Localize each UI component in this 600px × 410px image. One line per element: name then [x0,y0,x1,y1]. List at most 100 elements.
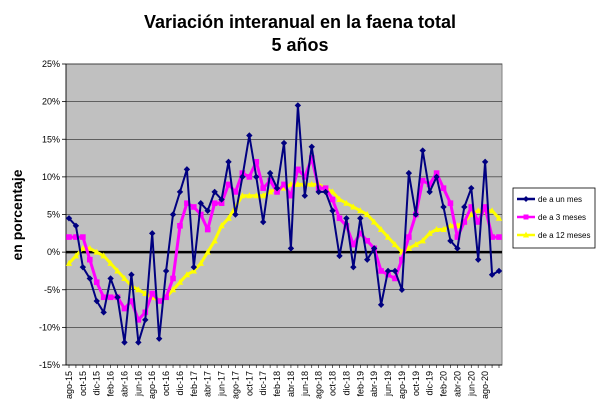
data-point [225,214,232,221]
data-point [370,218,378,225]
data-point [391,241,399,248]
x-tick-label: ago-18 [314,371,324,399]
data-point [149,290,156,297]
data-point [489,234,495,240]
data-point [79,244,87,251]
data-point [329,207,336,214]
data-point [294,102,302,109]
y-tick-label: -10% [39,322,60,332]
data-point [468,204,475,210]
x-tick-label: abr-19 [369,371,379,397]
x-tick-label: ago-20 [480,371,490,399]
data-point [481,158,489,166]
data-point [329,188,336,195]
y-tick-label: 5% [47,210,60,220]
data-point [329,196,336,203]
x-tick-label: abr-16 [119,371,129,397]
x-tick-label: dic-17 [258,371,268,396]
data-point [107,275,114,282]
x-tick-label: dic-15 [92,371,102,396]
data-point [176,278,184,285]
x-tick-label: jun-18 [300,371,310,397]
data-point [72,222,80,229]
data-point [364,238,371,244]
data-point [66,234,72,240]
data-point [280,139,288,147]
data-point [114,267,121,274]
data-point [495,214,503,221]
data-point [322,188,329,196]
x-tick-label: ago-17 [230,371,240,399]
data-point [343,222,350,229]
data-point [301,192,309,199]
data-point [399,256,405,263]
data-point [93,279,100,286]
data-point [86,275,94,282]
data-point [183,166,191,173]
data-point [87,256,93,263]
data-point [447,237,454,245]
data-point [426,188,433,196]
data-point [211,188,218,196]
data-point [79,263,87,271]
data-point [128,271,135,278]
data-point [364,211,371,217]
data-point [433,170,440,176]
data-point [93,248,100,255]
data-point [183,271,191,278]
data-point [93,297,100,305]
legend-marker [523,196,529,202]
x-tick-label: oct-19 [411,371,421,396]
data-point [135,339,142,346]
data-point [412,211,419,218]
data-point [190,263,198,271]
legend: de a un mes de a 3 meses de a 12 meses [512,187,596,249]
series-de-a-un-mes [65,102,503,346]
data-point [488,207,496,214]
x-tick-label: oct-15 [78,371,88,396]
data-point [149,230,156,237]
data-point [107,294,114,301]
data-point [496,234,502,240]
data-point [114,294,121,301]
data-point [121,305,128,312]
data-point [65,215,73,222]
y-tick-label: -5% [44,285,60,295]
data-point [315,188,322,196]
y-tick-label: 15% [42,134,60,144]
data-point [336,215,343,222]
data-point [246,174,253,180]
data-point [259,192,267,199]
data-point [426,229,433,236]
data-point [377,301,385,308]
data-point [384,267,392,275]
data-point [80,234,86,240]
data-point [232,189,239,195]
legend-item: de a 12 meses [517,231,590,240]
legend-marker [523,214,529,220]
data-point [128,298,135,304]
x-tick-label: abr-17 [203,371,213,397]
data-point [357,215,364,222]
data-point [406,234,412,240]
legend-label: de a 3 meses [538,213,586,222]
data-point [447,200,454,207]
data-point [107,259,114,266]
data-point [259,218,267,226]
data-point [287,245,295,252]
data-point [267,177,273,184]
data-point [281,181,287,188]
data-point [100,252,107,259]
x-tick-label: dic-18 [341,371,351,396]
data-point [253,192,260,199]
data-point [204,248,211,255]
x-tick-label: feb-17 [189,371,199,397]
data-point [204,207,211,214]
x-tick-label: jun-16 [133,371,143,397]
y-tick-label: 25% [42,59,60,69]
x-tick-label: abr-18 [286,371,296,397]
data-point [364,256,371,263]
data-point [239,173,246,181]
legend-marker [523,231,529,238]
data-point [163,294,169,301]
